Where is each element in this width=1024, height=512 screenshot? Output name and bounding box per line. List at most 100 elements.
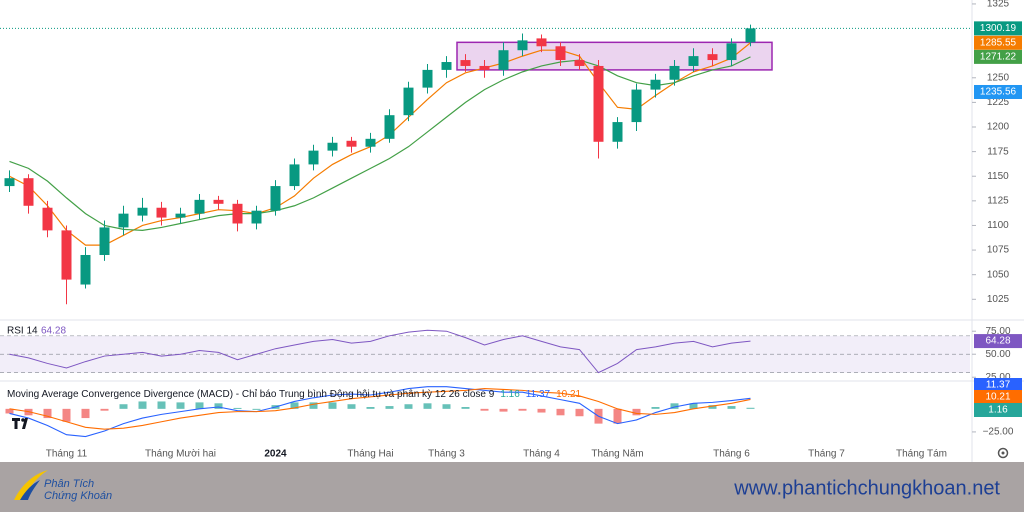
y-tick-label: 75.00 <box>985 326 1010 337</box>
macd-histogram-bar <box>62 408 71 422</box>
macd-histogram-bar <box>746 407 755 409</box>
y-tick-label: 1200 <box>987 122 1010 133</box>
x-tick-label: Tháng 11 <box>46 449 88 460</box>
candle-body <box>574 60 585 66</box>
x-tick-label: Tháng Năm <box>591 449 643 460</box>
x-tick-label: 2024 <box>264 449 287 460</box>
macd-legend: Moving Average Convergence Divergence (M… <box>7 388 582 400</box>
macd-histogram-bar <box>423 403 432 409</box>
candle-body <box>23 178 34 206</box>
y-tick-label: 1175 <box>987 146 1009 157</box>
macd-histogram-bar <box>5 408 14 414</box>
candle-body <box>80 254 91 285</box>
macd-histogram-bar <box>404 404 413 409</box>
y-tick-label: 1050 <box>987 269 1010 280</box>
macd-histogram-bar <box>43 408 52 419</box>
macd-histogram-bar <box>480 408 489 411</box>
macd-histogram-bar <box>670 403 679 409</box>
y-tick-label: 1125 <box>987 195 1009 206</box>
macd-histogram-bar <box>708 405 717 409</box>
macd-histogram-bar <box>632 408 641 416</box>
macd-histogram-bar <box>176 402 185 409</box>
ma-price-label-box <box>974 49 1022 64</box>
y-tick-label: 1075 <box>987 245 1010 256</box>
candle-body <box>175 213 186 218</box>
x-tick-label: Tháng 3 <box>428 449 465 460</box>
macd-hist-value: 1.16 <box>500 389 520 400</box>
settings-icon[interactable] <box>997 447 1009 459</box>
rsi-title: RSI 14 <box>7 326 38 337</box>
macd-series-value: 11.37 <box>526 389 551 400</box>
ma-price-label-box <box>974 35 1022 50</box>
candle-body <box>593 65 604 142</box>
macd-value-label-box <box>974 390 1022 404</box>
plot: 1025 1050 1075 1100 1125 1150 1175 1200 1225 1250… <box>0 0 1022 460</box>
candle-body <box>194 199 205 214</box>
candle-body <box>403 87 414 116</box>
macd-histogram-bar <box>556 408 565 416</box>
candle-body <box>346 140 357 147</box>
macd-histogram-bar <box>347 404 356 409</box>
candle-body <box>270 186 281 211</box>
macd-histogram-bar <box>138 401 147 409</box>
candle-body <box>4 178 15 187</box>
last-price-label: 1300.19 <box>980 23 1017 34</box>
macd-histogram-bar <box>518 408 527 411</box>
macd-title: Moving Average Convergence Divergence (M… <box>7 388 495 400</box>
macd-histogram-bar <box>233 407 242 409</box>
marker-price-label: 1235.56 <box>980 87 1017 98</box>
candle-body <box>536 38 547 47</box>
candle-body <box>422 69 433 88</box>
x-tick-label: Tháng 4 <box>523 449 560 460</box>
macd-line <box>9 386 751 438</box>
candle-body <box>612 122 623 142</box>
macd-value-label: 11.37 <box>986 380 1011 391</box>
site-url: www.phantichchungkhoan.net <box>733 477 1000 499</box>
candle-body <box>726 43 737 61</box>
brand-line2: Chứng Khoán <box>44 490 112 502</box>
candle-body <box>365 138 376 147</box>
candle-body <box>460 60 471 66</box>
price-zone <box>456 41 773 71</box>
macd-histogram-bar <box>328 402 337 409</box>
ma-price-label: 1271.22 <box>980 52 1017 63</box>
macd-histogram-bar <box>461 407 470 409</box>
y-tick-label: 1150 <box>987 171 1009 182</box>
y-tick-label: 1225 <box>987 97 1010 108</box>
candle-body <box>498 50 509 70</box>
x-tick-label: Tháng 6 <box>713 449 750 460</box>
x-tick-label: Tháng Tám <box>896 449 947 460</box>
candle-body <box>213 199 224 204</box>
macd-value-label-box <box>974 378 1022 392</box>
marker-price-label-box <box>974 84 1022 99</box>
moving-average-line <box>9 56 751 231</box>
candle-body <box>517 40 528 51</box>
macd-histogram-bar <box>366 407 375 409</box>
y-tick-label: 1100 <box>987 220 1009 231</box>
tv-logo <box>12 418 28 429</box>
candle-body <box>137 207 148 216</box>
brand-line1: Phân Tích <box>44 478 94 490</box>
candle-body <box>650 79 661 90</box>
macd-histogram-bar <box>537 408 546 413</box>
brand-logo: Phân Tích Chứng Khoán <box>14 470 112 502</box>
macd-histogram-bar <box>385 406 394 409</box>
y-tick-label: −25.00 <box>983 427 1014 438</box>
macd-histogram-bar <box>119 404 128 409</box>
candle-body <box>156 207 167 218</box>
x-tick-label: Tháng Hai <box>347 449 393 460</box>
last-price-label-box <box>974 21 1022 36</box>
macd-histogram-bar <box>442 404 451 409</box>
candle-body <box>232 203 243 224</box>
x-tick-label: Tháng Mười hai <box>145 449 216 460</box>
candle-body <box>555 46 566 61</box>
macd-histogram-bar <box>651 407 660 409</box>
macd-histogram-bar <box>613 408 622 424</box>
x-tick-label: Tháng 7 <box>808 449 845 460</box>
candle-body <box>61 230 72 280</box>
macd-value-label: 10.21 <box>985 392 1010 403</box>
candle-body <box>631 89 642 123</box>
macd-hist-label-box <box>974 403 1022 417</box>
footer-band <box>0 462 1024 512</box>
